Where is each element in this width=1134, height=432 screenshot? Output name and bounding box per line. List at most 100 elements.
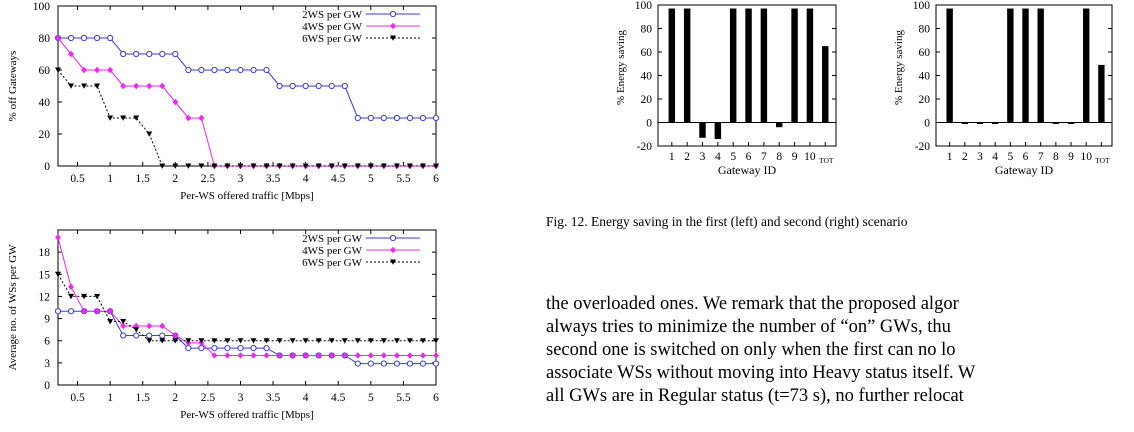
bar [1067, 122, 1075, 124]
bar [668, 8, 676, 123]
data-point [172, 50, 179, 58]
data-point [237, 352, 244, 359]
data-point [354, 338, 361, 344]
x-tick-label: 0.5 [70, 392, 85, 404]
y-tick-label: 12 [39, 291, 51, 303]
data-point [55, 234, 61, 241]
data-point [406, 360, 414, 367]
figure-caption: Fig. 12. Energy saving in the first (lef… [546, 214, 908, 229]
y-tick-label: 18 [39, 247, 51, 259]
bar [961, 122, 969, 124]
data-point [289, 163, 296, 169]
y-tick-label: 60 [39, 65, 51, 77]
x-tick-label: 6 [433, 392, 439, 404]
data-point [172, 338, 179, 344]
data-point [380, 360, 387, 367]
data-point [289, 338, 296, 344]
bar [806, 8, 814, 123]
x-tick-label: 6 [433, 173, 439, 185]
data-point [159, 50, 166, 58]
legend-marker [390, 22, 396, 30]
data-point [55, 67, 61, 73]
data-point [289, 352, 296, 359]
data-point [107, 115, 114, 121]
x-tick-label: 1.5 [136, 173, 151, 185]
data-point [276, 82, 283, 90]
y-tick-label: 60 [919, 47, 931, 59]
x-tick-label: 3.5 [266, 173, 281, 185]
x-tick-label: 4.5 [331, 173, 346, 185]
data-point [94, 34, 101, 42]
series-1 [55, 234, 439, 359]
data-point [419, 360, 427, 367]
data-point [81, 293, 88, 300]
data-point [107, 307, 114, 315]
bar [729, 8, 737, 123]
series-line [57, 37, 436, 167]
bar [714, 122, 722, 139]
data-point [263, 66, 270, 74]
y-tick-label: 100 [33, 1, 51, 13]
data-point [250, 338, 257, 344]
data-point [80, 34, 88, 42]
data-point [406, 352, 413, 359]
y-tick-label: -20 [637, 141, 653, 153]
data-point [328, 352, 335, 359]
energy-saving-second-bar-chart: -20 0 20 40 60 80 100 1 2 3 4 5 6 7 8 9 10 TOT Gateway ID%… [893, 0, 1113, 177]
bar [1083, 8, 1090, 123]
data-point [341, 338, 348, 344]
data-point [224, 338, 231, 344]
data-point [146, 50, 153, 58]
data-point [263, 338, 270, 344]
series-0 [54, 308, 440, 367]
data-point [120, 322, 127, 330]
series-line [57, 274, 436, 342]
data-point [54, 308, 62, 315]
data-point [380, 352, 387, 359]
series-0 [54, 34, 440, 122]
data-point [107, 319, 114, 325]
data-point [367, 163, 374, 169]
energy-saving-first-bar-chart: -20 0 20 40 60 80 100 1 2 3 4 5 6 7 8 9 10 TOT Gateway ID%… [615, 0, 837, 177]
legend-marker [389, 234, 397, 242]
x-tick-label: 3.5 [266, 392, 281, 404]
x-tick-label: 1.5 [136, 392, 151, 404]
data-point [302, 82, 309, 90]
x-axis-label: Per-WS offered traffic [Mbps] [180, 190, 313, 202]
data-point [237, 344, 244, 352]
data-point [120, 332, 127, 339]
x-tick-label: 1 [107, 392, 113, 404]
data-point [185, 344, 192, 352]
data-point [81, 307, 88, 315]
y-tick-label: 20 [39, 129, 51, 141]
data-point [393, 163, 400, 169]
data-point [94, 66, 101, 74]
x-tick-label: 8 [1053, 151, 1059, 163]
series-2 [55, 271, 439, 344]
data-point [68, 293, 75, 300]
data-point [237, 338, 244, 344]
legend-label: 4WS per GW [302, 245, 362, 257]
bar [699, 122, 706, 138]
legend-label: 6WS per GW [302, 33, 362, 45]
legend-label: 4WS per GW [302, 21, 362, 33]
data-point [198, 163, 205, 169]
x-tick-label: 4 [992, 151, 998, 163]
x-tick-label: 3 [700, 151, 706, 163]
x-tick-label: 2.5 [201, 173, 216, 185]
bar [1052, 122, 1060, 124]
data-point [159, 82, 166, 90]
y-tick-label: 100 [913, 0, 931, 12]
data-point [172, 332, 179, 339]
y-tick-label: 6 [44, 336, 50, 348]
x-tick-label: 3 [238, 392, 244, 404]
y-tick-label: -20 [915, 141, 931, 153]
data-point [432, 360, 440, 367]
data-point [276, 352, 283, 359]
data-point [185, 338, 192, 344]
data-point [419, 163, 426, 169]
data-point [354, 163, 361, 169]
legend-label: 2WS per GW [302, 9, 362, 21]
x-tick-label: 4 [303, 392, 309, 404]
data-point [146, 131, 153, 137]
